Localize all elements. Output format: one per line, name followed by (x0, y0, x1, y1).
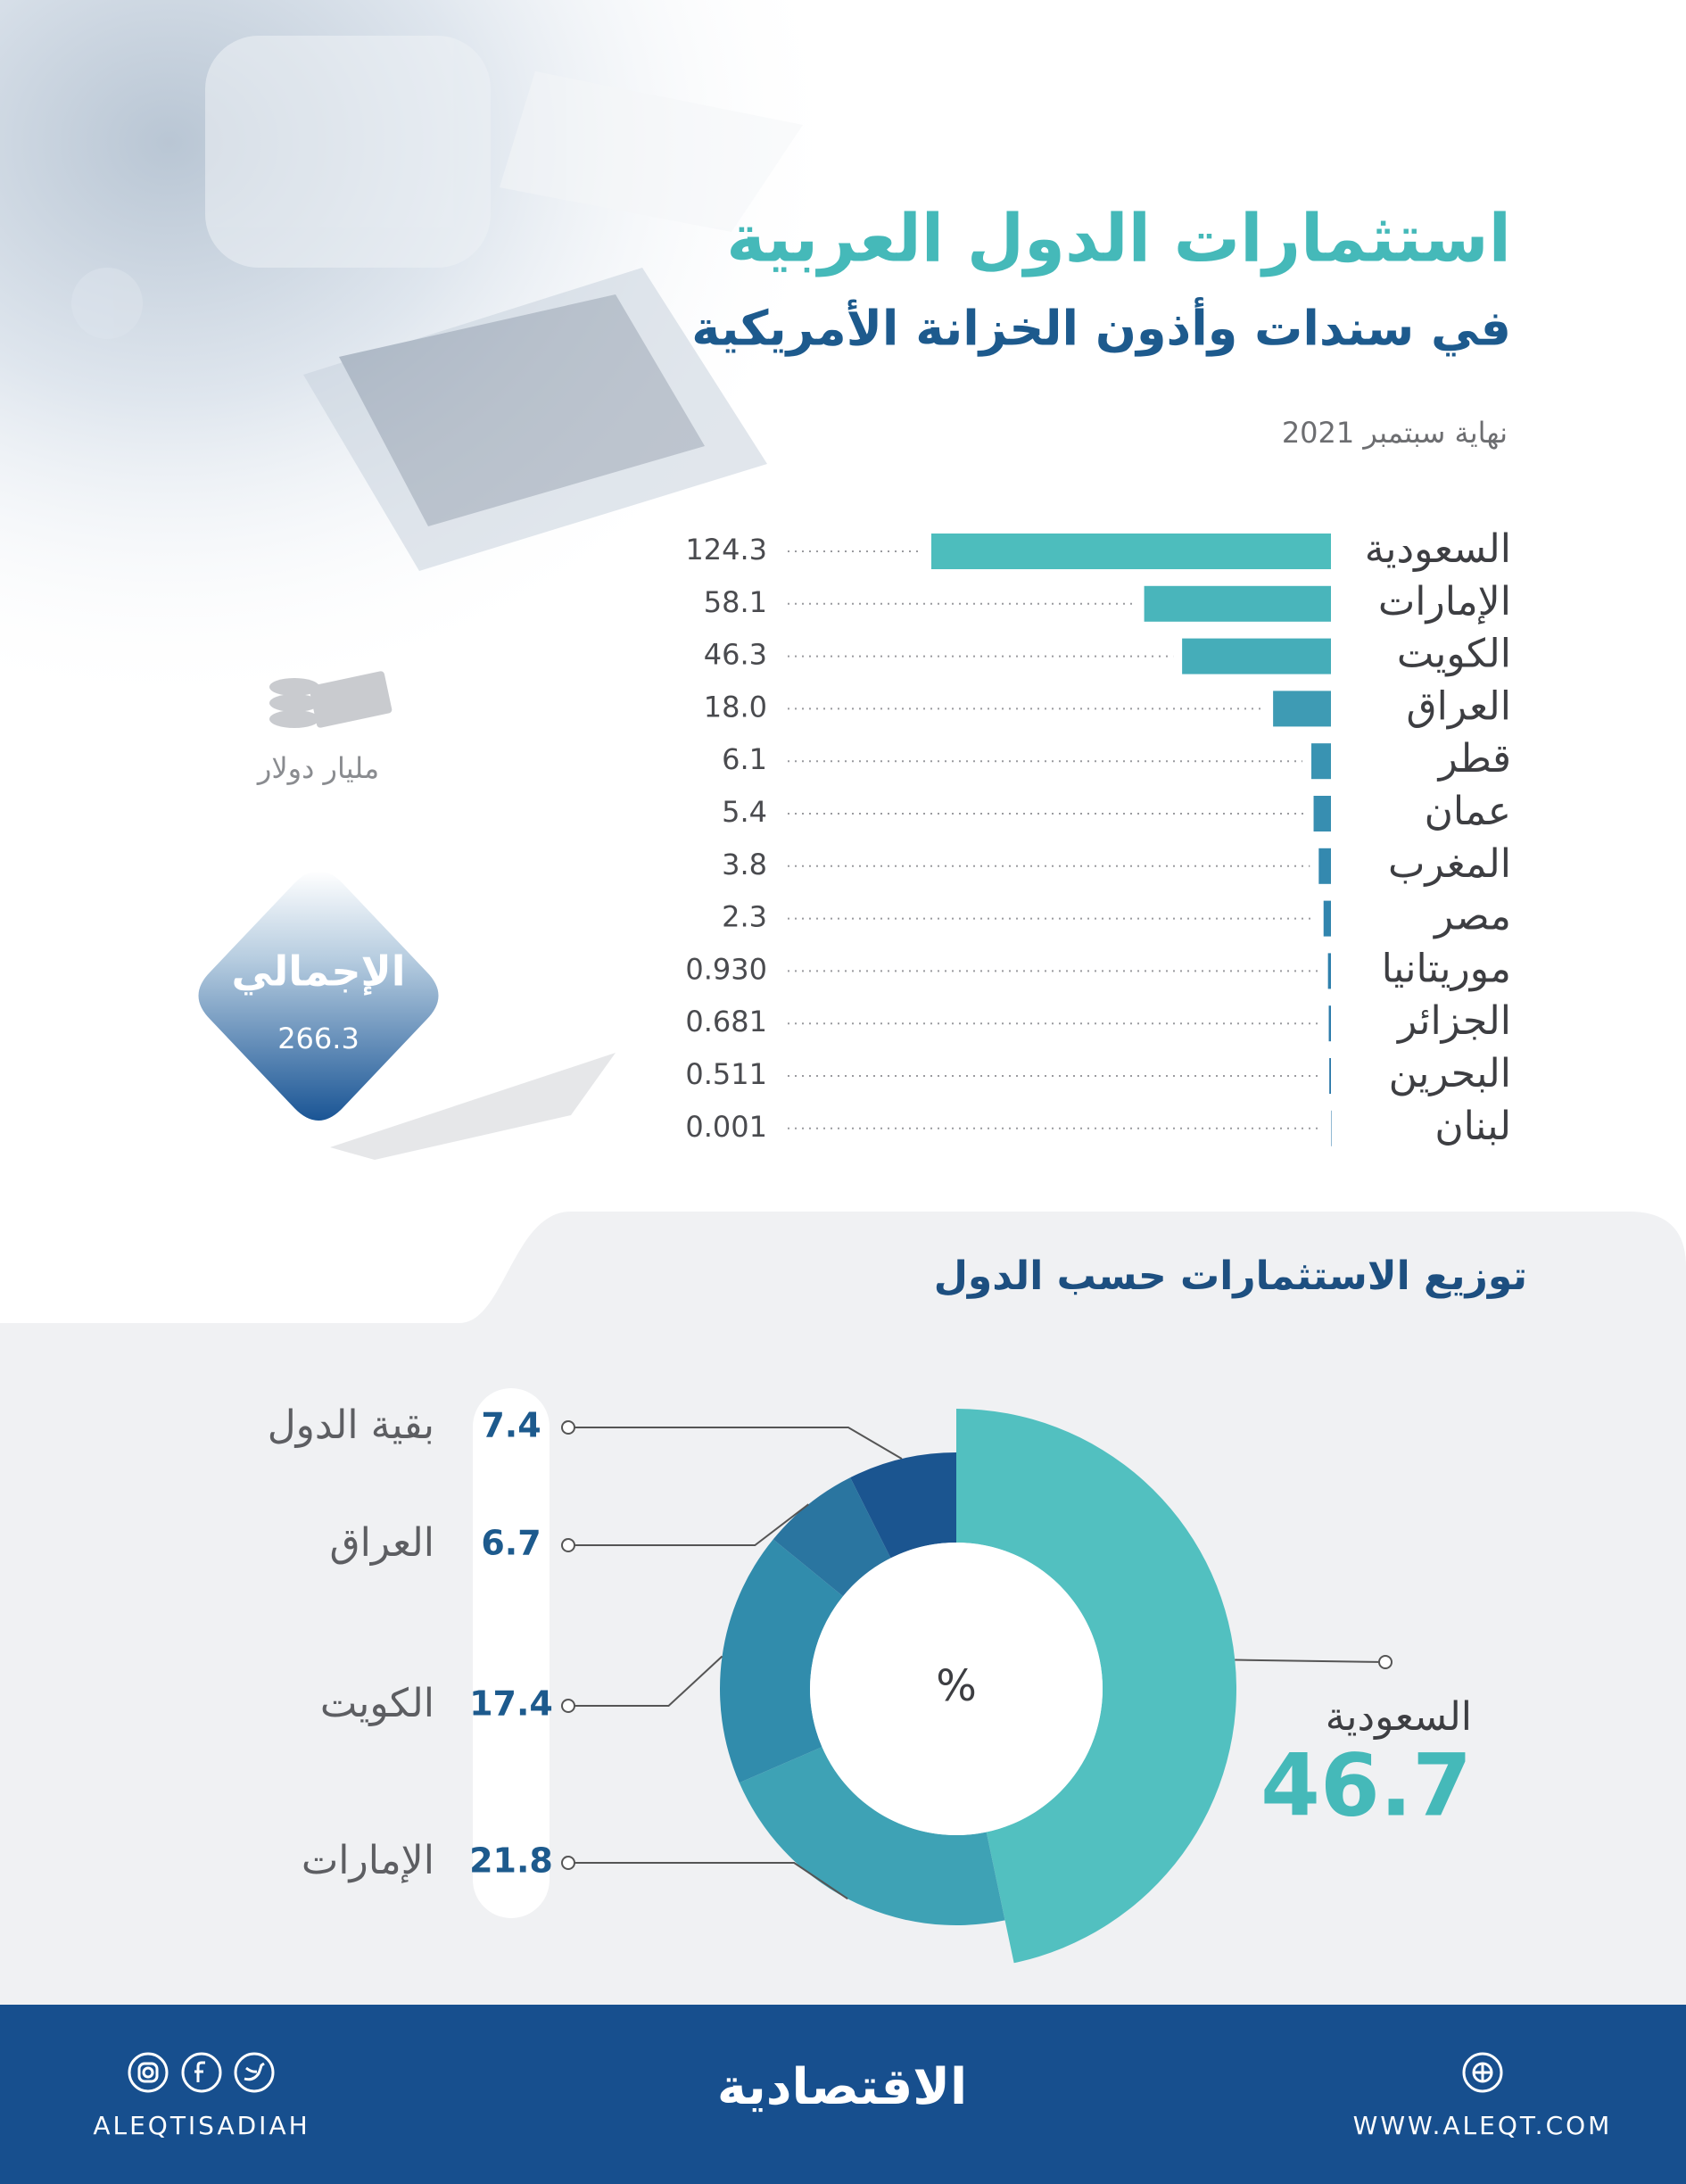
leader-line (568, 1427, 903, 1460)
value-label: 3.8 (722, 848, 767, 881)
leader-dot (561, 1420, 575, 1435)
slice-value: 17.4 (469, 1684, 553, 1724)
total-diamond (198, 871, 439, 1121)
leader-dot (561, 1699, 575, 1713)
diamond-shadow (330, 1053, 616, 1160)
social-icons (128, 2052, 1503, 2093)
bar (1273, 691, 1331, 727)
value-label: 5.4 (722, 795, 767, 829)
value-label: 0.681 (685, 1005, 767, 1038)
category-label: العراق (1407, 683, 1512, 729)
slice-value: 7.4 (481, 1406, 541, 1445)
center-label: % (936, 1661, 977, 1711)
slice-category: العراق (330, 1520, 435, 1566)
slice-value: 6.7 (481, 1524, 541, 1563)
category-label: المغرب (1388, 841, 1511, 887)
pie-slice (850, 1452, 956, 1559)
leader-line (568, 1862, 848, 1900)
bar (1318, 848, 1331, 884)
pie-slice (956, 1409, 1236, 1964)
value-label: 2.3 (722, 900, 767, 934)
value-label: 6.1 (722, 742, 767, 776)
value-label: 0.001 (685, 1110, 767, 1144)
category-label: الإمارات (1378, 579, 1511, 625)
slice-value: 21.8 (469, 1841, 553, 1881)
value-label: 58.1 (704, 585, 767, 619)
category-label: موريتانيا (1382, 946, 1511, 991)
chart-title: استثمارات الدول العربية (726, 201, 1511, 278)
bar (1329, 1058, 1331, 1094)
pie-slice (739, 1747, 1005, 1925)
bar (1328, 1005, 1331, 1042)
slice-category: بقية الدول (268, 1402, 434, 1448)
donut-hole (810, 1543, 1103, 1835)
unit-label: مليار دولار (256, 751, 379, 785)
value-label: 0.930 (685, 952, 767, 986)
bar (931, 534, 1331, 569)
leader-dot (561, 1856, 575, 1870)
total-value: 266.3 (277, 1022, 360, 1055)
leader-dot (1378, 1655, 1393, 1669)
footer (0, 2005, 1686, 2184)
bar (1323, 900, 1331, 937)
value-label: 18.0 (704, 690, 767, 724)
value-label: 0.511 (685, 1057, 767, 1091)
bar (1313, 796, 1331, 831)
total-label: الإجمالي (231, 947, 405, 996)
leader-line (568, 1655, 723, 1707)
bar (1144, 585, 1331, 622)
pie-title: توزيع الاستثمارات حسب الدول (934, 1253, 1527, 1299)
brand-logo: الاقتصادية (717, 2058, 967, 2116)
bar (1327, 953, 1331, 989)
value-label: 124.3 (685, 533, 767, 567)
photo-decor (71, 36, 803, 571)
slice-category: السعودية (1326, 1694, 1472, 1740)
bar (1330, 1110, 1332, 1146)
label-pill (473, 1388, 550, 1918)
social-handle: ALEQTISADIAH (93, 2111, 310, 2140)
leader-line (568, 1503, 809, 1546)
bar (1182, 638, 1331, 674)
leader-dot (561, 1538, 575, 1552)
category-label: مصر (1433, 894, 1511, 939)
value-label: 46.3 (704, 638, 767, 672)
bar (1311, 743, 1331, 780)
slice-category: الكويت (320, 1681, 434, 1726)
category-label: عمان (1425, 789, 1511, 834)
category-label: لبنان (1434, 1104, 1511, 1149)
category-label: البحرين (1389, 1051, 1511, 1096)
category-label: قطر (1437, 736, 1511, 782)
category-label: الكويت (1397, 632, 1511, 677)
category-label: السعودية (1365, 526, 1511, 572)
leader-line (1235, 1659, 1386, 1663)
category-label: الجزائر (1396, 998, 1511, 1044)
chart-subtitle: في سندات وأذون الخزانة الأمريكية (691, 297, 1511, 357)
date-note: نهاية سبتمبر 2021 (1281, 416, 1508, 450)
slice-category: الإمارات (302, 1838, 434, 1883)
website: WWW.ALEQT.COM (1353, 2111, 1613, 2140)
slice-value: 46.7 (1260, 1735, 1472, 1835)
unit-icon (269, 671, 393, 728)
pie-slice (720, 1539, 843, 1783)
pie-slice (773, 1477, 891, 1597)
